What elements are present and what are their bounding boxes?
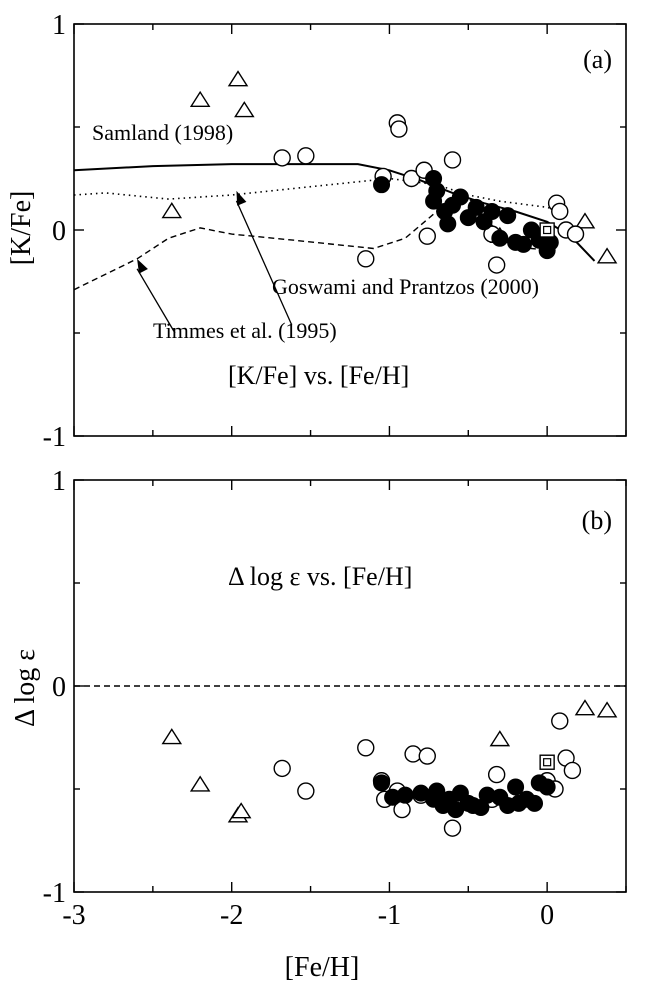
point-triangle-open [161,202,183,219]
point-triangle-open [596,247,618,264]
point-triangle-open [234,101,255,118]
point-circle-filled [428,182,446,200]
point-circle-filled [467,198,485,216]
annotation-arrow-head [137,258,148,274]
point-circle-filled [373,774,391,792]
point-circle-open [418,227,436,245]
annotation-timmes: Timmes et al. (1995) [153,318,337,343]
point-circle-filled [483,202,501,220]
point-triangle-open [161,728,183,745]
point-circle-open [297,782,315,800]
point-triangle-open [227,70,249,87]
x-axis-title: [Fe/H] [285,952,360,983]
point-circle-open [443,151,462,169]
annotation-samland: Samland (1998) [92,120,233,145]
point-triangle-open [230,802,252,819]
point-circle-open [404,745,422,763]
panel-b-y-tick-label: 1 [52,466,66,497]
x-tick-label: -2 [220,900,243,931]
point-circle-filled [439,215,457,233]
panel-a-y-tick-label: 0 [52,216,66,247]
x-tick-label: -1 [378,900,401,931]
panel-b-y-tick-label: -1 [43,878,66,909]
point-circle-open [273,759,291,778]
point-circle-open [551,712,569,730]
panel-a-y-tick-label: 1 [52,10,66,41]
annotation-arrow [136,268,176,334]
point-circle-open [297,147,315,165]
point-circle-open [357,739,375,757]
point-square-sun-inner [543,758,552,767]
model-curve-samland [73,163,596,262]
panel-b: (b) Δ log ε vs. [Fe/H] Δ log ε [Fe/H] -1… [10,466,627,983]
point-circle-open [566,225,585,243]
point-circle-filled [507,778,525,796]
point-circle-filled [396,786,414,804]
point-circle-open [273,149,291,167]
point-triangle-open [189,90,211,107]
point-circle-open [487,765,506,784]
point-circle-open [402,169,421,188]
annotation-goswami: Goswami and Prantzos (2000) [272,274,539,299]
panel-a-y-axis-title: [K/Fe] [6,191,37,266]
point-circle-filled [499,207,517,225]
point-circle-open [563,761,582,780]
annotation-arrow [235,200,293,326]
point-triangle-open [189,775,211,792]
point-triangle-open [574,699,596,716]
point-circle-open [390,120,408,138]
point-circle-filled [428,782,446,800]
x-tick-label: -3 [62,900,85,931]
point-circle-filled [491,229,509,247]
point-circle-open [487,256,506,274]
point-circle-open [443,819,462,837]
panel-b-y-axis-title: Δ log ε [10,649,41,727]
point-circle-filled [538,778,556,796]
panel-a-y-tick-label: -1 [43,422,66,453]
point-circle-filled [514,235,532,253]
model-curve-goswami [73,177,564,213]
point-triangle-open [574,212,596,229]
point-triangle-open [489,730,511,747]
point-circle-filled [373,176,391,194]
point-circle-open [357,250,375,268]
point-square-sun-inner [543,225,552,235]
panel-a: (a) [K/Fe] vs. [Fe/H] [K/Fe] Samland (19… [6,10,627,453]
point-triangle-open [596,701,618,718]
point-circle-open [551,202,569,221]
annotation-arrow-head [236,190,247,206]
point-circle-open [418,747,436,765]
panel-b-y-tick-label: 0 [52,672,66,703]
panel-a-label: (a) [583,45,612,74]
point-circle-filled [451,188,469,206]
panel-b-label: (b) [582,506,612,535]
x-tick-label: 0 [540,900,554,931]
point-circle-filled [526,794,544,812]
panel-a-subtitle: [K/Fe] vs. [Fe/H] [228,361,409,390]
panel-b-subtitle: Δ log ε vs. [Fe/H] [228,562,412,591]
